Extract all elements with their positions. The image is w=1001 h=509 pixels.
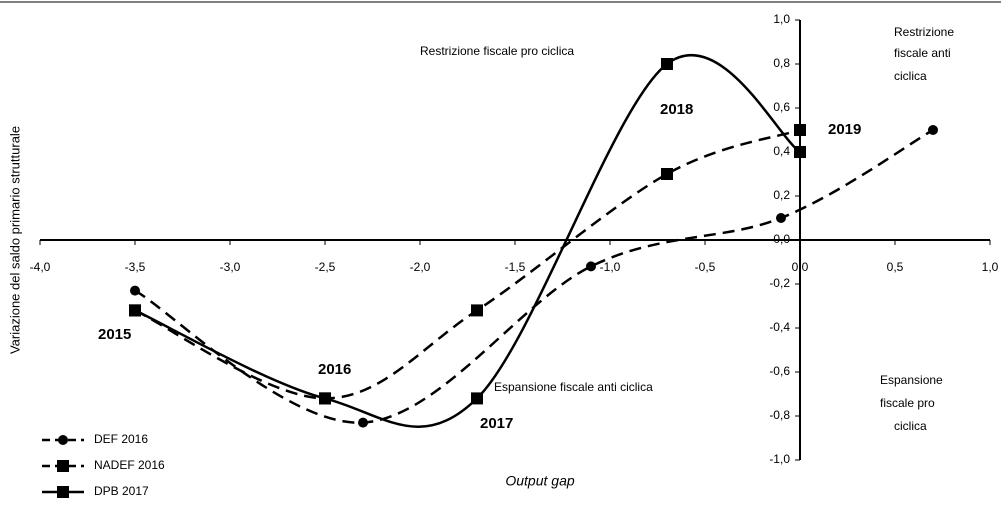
legend-label: DEF 2016 bbox=[94, 432, 148, 446]
x-tick-label: -1,0 bbox=[600, 260, 621, 274]
x-tick-label: -0,5 bbox=[695, 260, 716, 274]
annotation: Espansione fiscale anti ciclica bbox=[494, 380, 653, 394]
point bbox=[358, 417, 368, 428]
annotation: fiscale anti bbox=[894, 46, 951, 60]
y-tick-label: 0,2 bbox=[773, 188, 790, 202]
y-tick-label: 1,0 bbox=[773, 12, 790, 26]
y-tick-label: -0,2 bbox=[769, 276, 790, 290]
y-tick-label: 0,0 bbox=[773, 232, 790, 246]
legend-marker bbox=[58, 435, 68, 445]
y-tick-label: 0,8 bbox=[773, 56, 790, 70]
point bbox=[130, 285, 140, 296]
annotation: 2016 bbox=[318, 361, 351, 378]
point bbox=[129, 304, 141, 317]
y-axis-label: Variazione del saldo primario struttural… bbox=[7, 126, 22, 354]
point bbox=[471, 392, 483, 405]
x-tick-label: 0,5 bbox=[887, 260, 904, 274]
legend-marker bbox=[57, 486, 69, 498]
x-tick-label: -3,5 bbox=[125, 260, 146, 274]
x-tick-label: 1,0 bbox=[982, 260, 999, 274]
x-tick-label: -2,5 bbox=[315, 260, 336, 274]
annotation: ciclica bbox=[894, 69, 927, 83]
annotation: Espansione bbox=[880, 373, 943, 387]
annotation: fiscale pro bbox=[880, 396, 935, 410]
y-tick-label: -0,8 bbox=[769, 408, 790, 422]
y-tick-label: 0,4 bbox=[773, 144, 790, 158]
point bbox=[586, 261, 596, 272]
x-axis-label: Output gap bbox=[505, 473, 574, 489]
series-line bbox=[134, 54, 801, 428]
legend-marker bbox=[57, 460, 69, 472]
annotation: Restrizione fiscale pro ciclica bbox=[420, 44, 574, 58]
annotation: 2019 bbox=[828, 121, 861, 138]
legend-label: DPB 2017 bbox=[94, 484, 149, 498]
point bbox=[794, 146, 806, 158]
legend-label: NADEF 2016 bbox=[94, 458, 165, 472]
y-tick-label: 0,6 bbox=[773, 100, 790, 114]
x-tick-label: -3,0 bbox=[220, 260, 241, 274]
point bbox=[661, 168, 673, 180]
x-tick-label: -4,0 bbox=[30, 260, 51, 274]
x-tick-label: -1,5 bbox=[505, 260, 526, 274]
series-line bbox=[134, 128, 934, 424]
annotation: 2015 bbox=[98, 326, 131, 343]
point bbox=[794, 124, 806, 136]
point bbox=[928, 125, 938, 135]
y-tick-label: -1,0 bbox=[769, 452, 790, 466]
y-tick-label: -0,4 bbox=[769, 320, 790, 334]
x-tick-label: 0,0 bbox=[792, 260, 809, 274]
x-tick-label: -2,0 bbox=[410, 260, 431, 274]
annotation: ciclica bbox=[894, 419, 927, 433]
annotation: Restrizione bbox=[894, 25, 954, 39]
point bbox=[471, 304, 483, 317]
y-tick-label: -0,6 bbox=[769, 364, 790, 378]
point bbox=[776, 213, 786, 223]
point bbox=[661, 58, 673, 70]
annotation: 2017 bbox=[480, 415, 513, 432]
point bbox=[319, 392, 331, 405]
annotation: 2018 bbox=[660, 101, 693, 118]
